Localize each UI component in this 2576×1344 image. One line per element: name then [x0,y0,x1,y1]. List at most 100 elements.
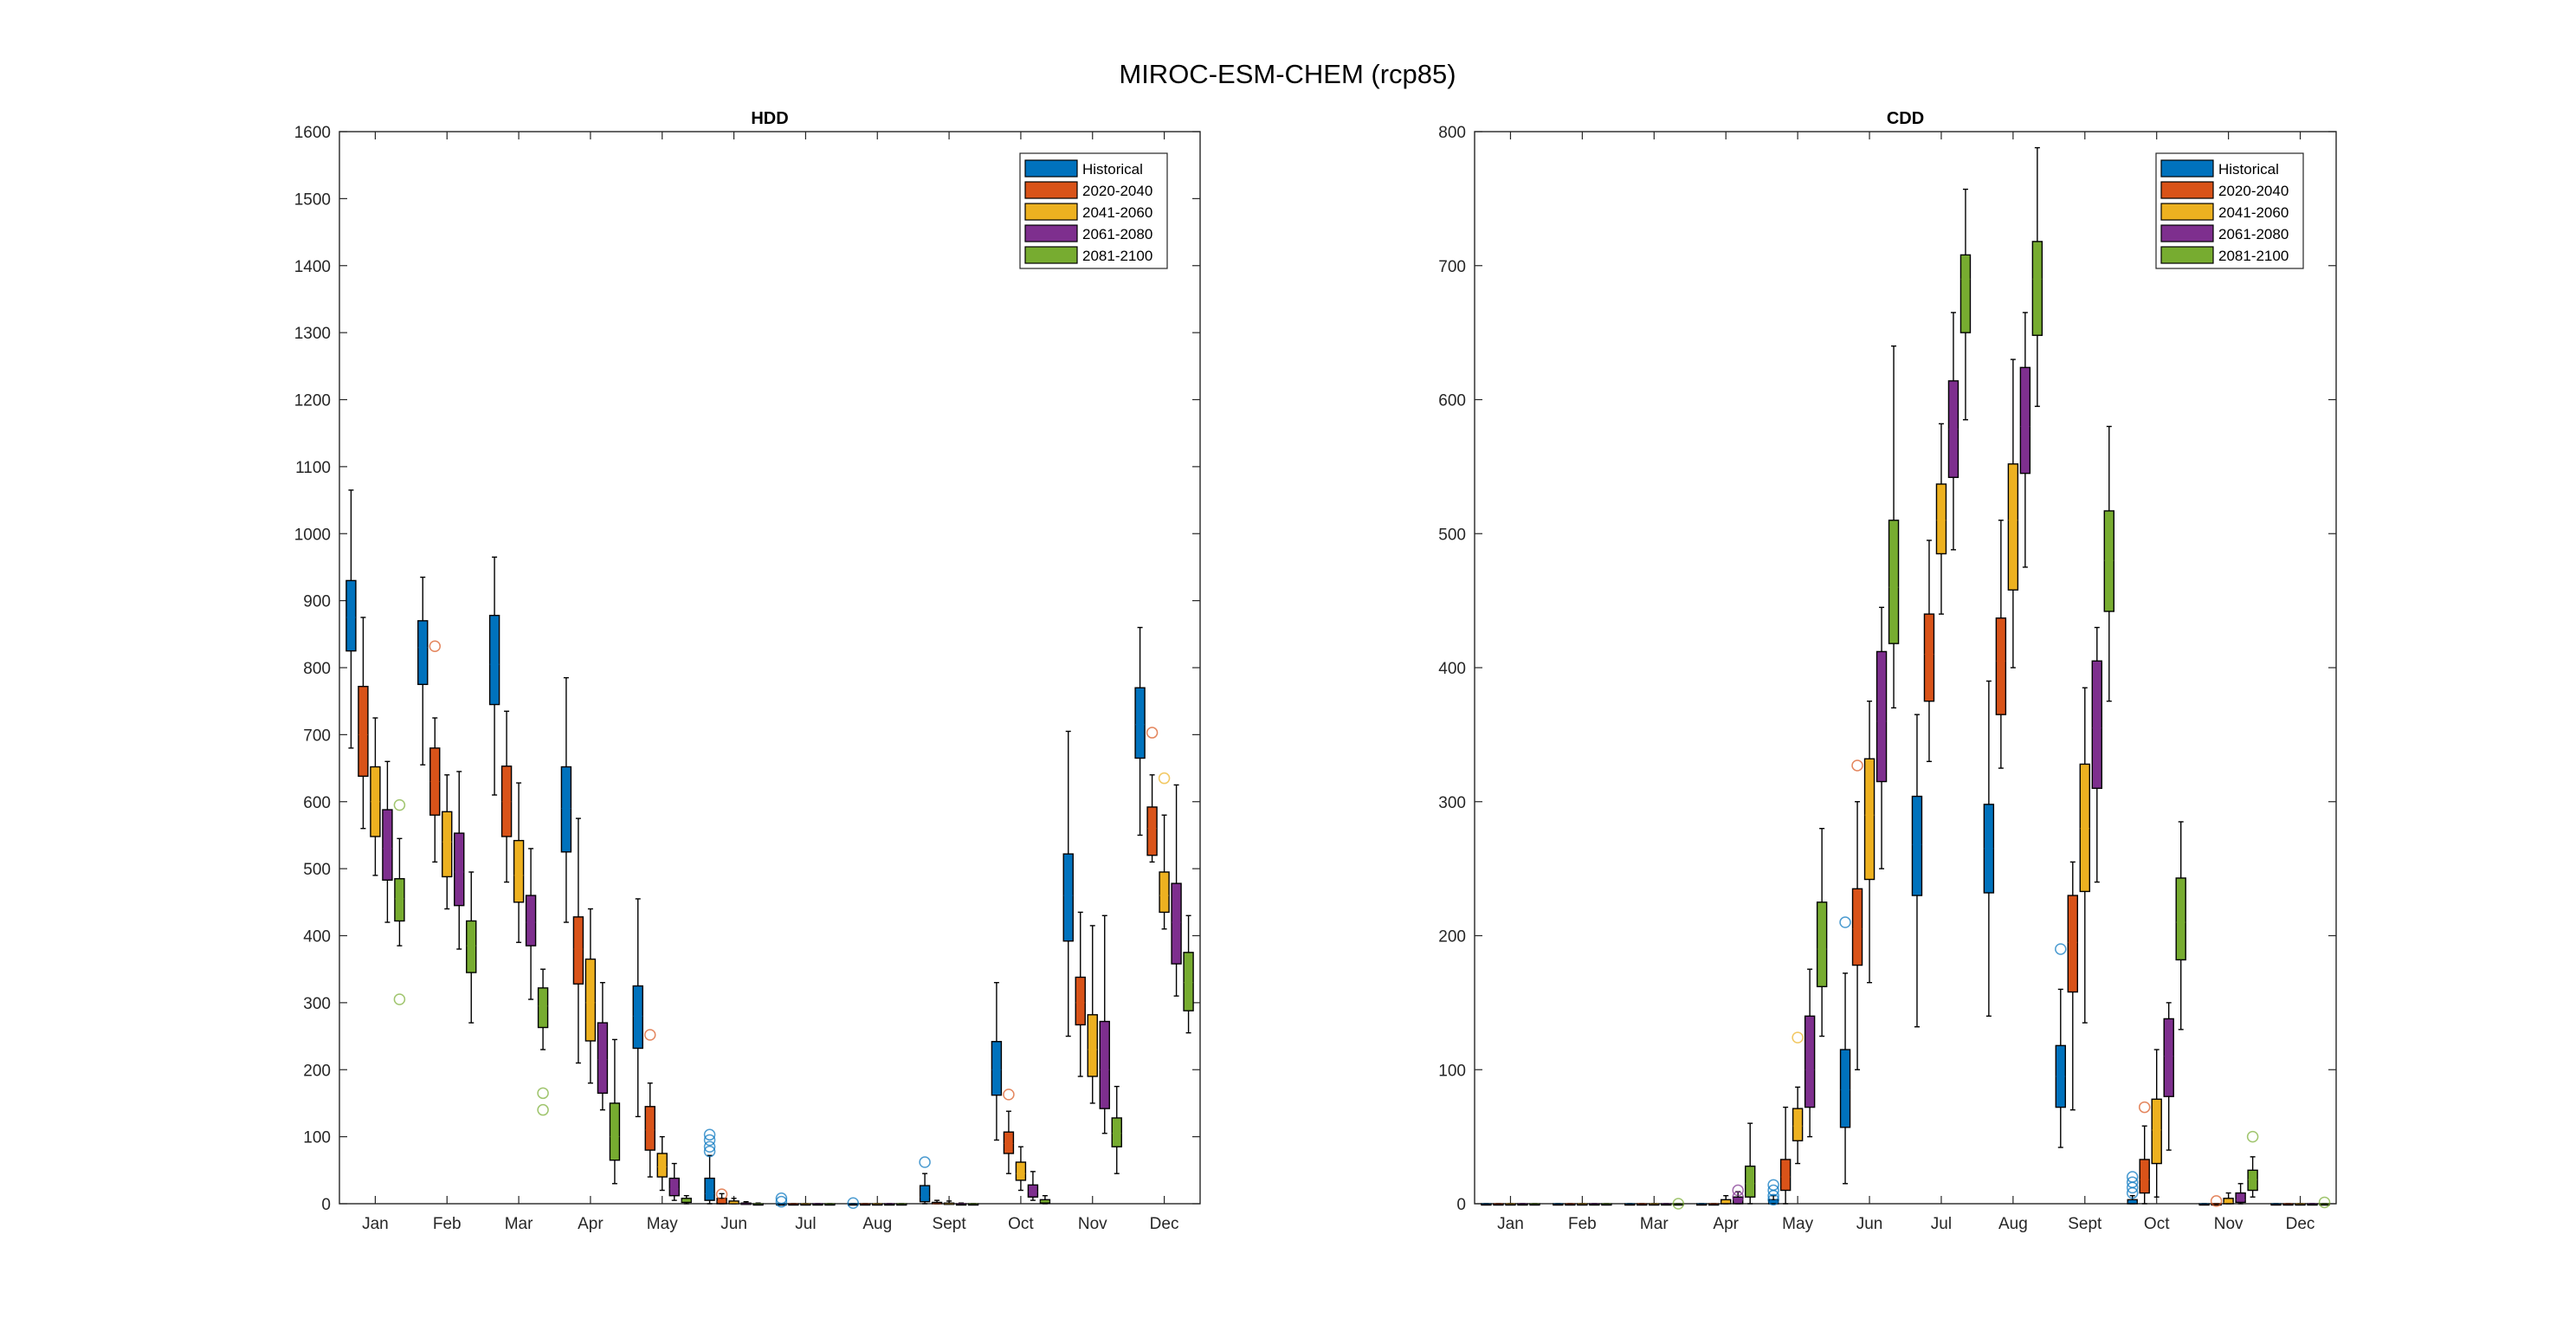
x-tick-label: Aug [1998,1215,2028,1233]
y-tick-label: 0 [321,1196,331,1214]
box-2041-2060 [728,1200,739,1205]
box-2041-2060 [442,811,453,878]
box-2081-2100 [394,878,405,922]
box-2041-2060 [2151,1098,2162,1165]
box-2081-2100 [1745,1165,1756,1198]
x-tick-label: Jun [1856,1215,1883,1233]
x-tick-label: Nov [2214,1215,2244,1233]
box-2020-2040 [2139,1159,2150,1194]
box-2061-2080 [2019,366,2031,475]
y-tick-label: 1600 [294,124,331,142]
outlier-point [1146,727,1159,739]
outlier-point [1767,1193,1779,1206]
x-tick-label: Sept [933,1215,967,1233]
y-tick-label: 1200 [294,392,331,410]
box-2081-2100 [537,987,549,1029]
box-Historical [1839,1049,1851,1128]
box-2081-2100 [466,920,477,973]
box-2081-2100 [1888,520,1900,644]
x-tick-label: Jan [1497,1215,1524,1233]
axes-title: CDD [1887,109,1924,128]
y-tick-label: 0 [1456,1196,1466,1214]
box-2041-2060 [2223,1198,2234,1205]
outlier-point [537,1087,549,1100]
box-Historical [632,985,643,1050]
box-2081-2100 [1816,901,1828,988]
box-2081-2100 [681,1198,692,1204]
box-2041-2060 [2007,463,2019,591]
box-2081-2100 [2247,1169,2258,1192]
box-2081-2100 [2103,510,2114,612]
y-tick-label: 1100 [295,459,331,477]
box-2061-2080 [1171,882,1182,965]
x-tick-label: Dec [2286,1215,2315,1233]
box-2061-2080 [2235,1192,2246,1204]
x-tick-label: May [1782,1215,1813,1233]
y-tick-label: 600 [1438,392,1466,410]
y-tick-label: 200 [1438,928,1466,947]
y-tick-label: 1000 [294,526,331,544]
box-2020-2040 [716,1198,727,1205]
box-2061-2080 [525,895,537,947]
y-tick-label: 600 [303,794,331,812]
y-tick-label: 200 [303,1062,331,1080]
x-tick-label: Nov [1078,1215,1107,1233]
x-tick-label: Apr [578,1215,604,1233]
legend: Historical 2020-2040 2041-2060 2061-2080 208… [1019,152,1168,269]
legend-label: 2081-2100 [2218,248,2289,264]
x-tick-label: Aug [862,1215,892,1233]
box-Historical [1134,687,1146,759]
box-2041-2060 [1015,1161,1027,1181]
legend-label: 2041-2060 [1082,204,1152,221]
box-2041-2060 [1863,758,1876,881]
outlier-point [1158,772,1171,785]
x-tick-label: Oct [2144,1215,2170,1233]
outlier-point [1839,916,1851,928]
x-tick-label: Apr [1713,1215,1739,1233]
box-Historical [1911,795,1923,896]
legend-swatch [2160,246,2214,264]
legend-label: Historical [2218,161,2279,178]
y-tick-label: 400 [1438,660,1466,678]
box-2041-2060 [2079,763,2090,893]
y-tick-label: 800 [303,660,331,678]
box-2081-2100 [2175,877,2186,961]
legend-swatch [1024,181,1078,199]
box-2081-2100 [1111,1117,1122,1147]
box-2061-2080 [1099,1020,1110,1109]
legend-swatch [2160,159,2214,178]
axes-frame [1474,131,2337,1205]
box-2041-2060 [656,1153,668,1178]
box-Historical [704,1177,715,1201]
cdd-panel: CDD 0 100 200 300 400 500 600 700 800 Jan Feb Mar Apr… [1438,109,2337,1233]
y-tick-label: 1400 [294,258,331,276]
outlier-point [919,1156,931,1168]
y-tick-label: 1500 [294,191,331,209]
box-2020-2040 [1779,1159,1792,1192]
y-tick-label: 300 [303,995,331,1013]
legend: Historical 2020-2040 2041-2060 2061-2080 208… [2155,152,2304,269]
x-tick-label: Mar [1640,1215,1669,1233]
box-2081-2100 [1959,254,1972,333]
outlier-point [2126,1176,2139,1188]
axes-title: HDD [751,109,788,128]
outlier-point [1851,759,1863,772]
box-Historical [417,620,429,686]
box-2081-2100 [609,1102,621,1161]
legend-label: 2020-2040 [1082,183,1152,199]
legend-label: 2020-2040 [2218,183,2289,199]
box-2020-2040 [1075,976,1086,1026]
outlier-point [703,1140,716,1153]
box-2041-2060 [1721,1199,1732,1205]
box-2061-2080 [1027,1184,1039,1198]
legend-label: 2061-2080 [2218,226,2289,242]
legend-label: 2061-2080 [1082,226,1152,242]
figure-title: MIROC-ESM-CHEM (rcp85) [1119,59,1456,89]
y-tick-label: 700 [303,727,331,745]
outlier-point [393,798,406,811]
box-Historical [991,1041,1003,1096]
box-2020-2040 [572,916,584,985]
box-2081-2100 [1183,952,1194,1011]
box-2041-2060 [513,839,525,903]
box-Historical [919,1185,931,1203]
